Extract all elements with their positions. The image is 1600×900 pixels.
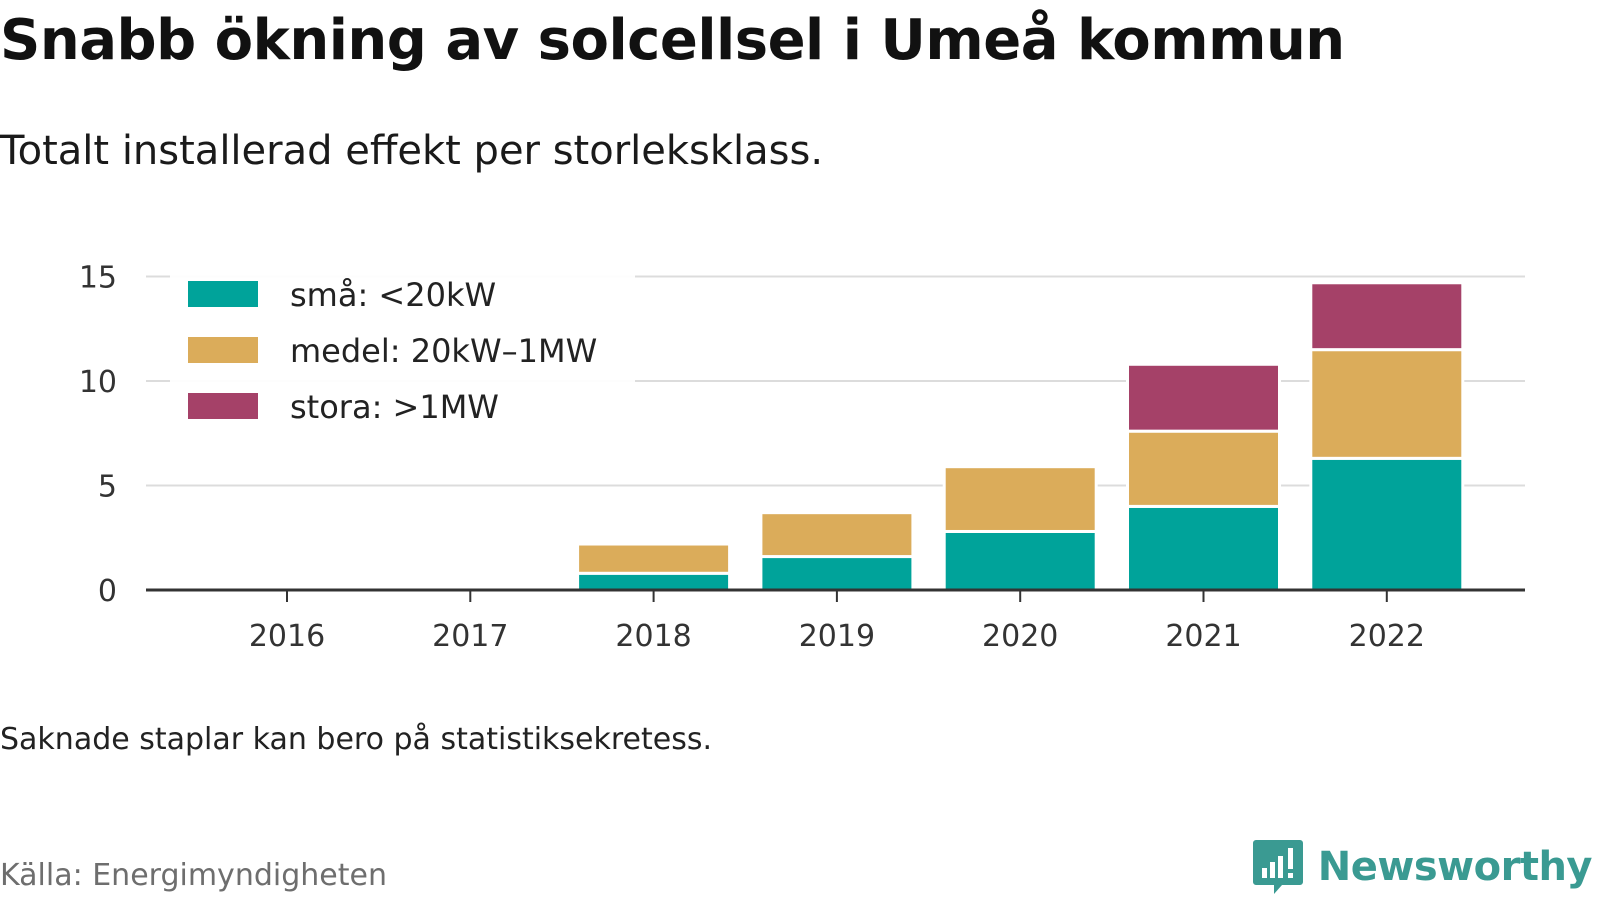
x-tick-label: 2017 — [432, 619, 508, 654]
x-tick-label: 2022 — [1349, 619, 1425, 654]
bar-segment — [576, 542, 732, 575]
bar-segment — [1126, 362, 1281, 433]
y-tick-label: 15 — [79, 261, 117, 296]
bar-segment — [576, 571, 732, 592]
x-tick-label: 2018 — [615, 619, 691, 654]
brand-name: Newsworthy — [1317, 844, 1593, 890]
brand-logo[interactable]: Newsworthy — [1252, 838, 1593, 896]
x-tick-label: 2016 — [249, 619, 325, 654]
x-tick-label: 2020 — [982, 619, 1058, 654]
bar-segment — [1126, 429, 1281, 508]
bar-segment — [942, 465, 1098, 533]
legend-label: små: <20kW — [290, 276, 496, 314]
bar-segment — [942, 529, 1098, 592]
legend-swatch — [188, 393, 258, 419]
page-subtitle: Totalt installerad effekt per storlekskl… — [0, 128, 824, 174]
y-tick-label: 5 — [98, 470, 117, 505]
newsworthy-logo-icon — [1252, 840, 1303, 894]
bar-segment — [1309, 281, 1465, 352]
legend-label: stora: >1MW — [290, 388, 499, 426]
chart-note: Saknade staplar kan bero på statistiksek… — [0, 722, 713, 757]
page-title: Snabb ökning av solcellsel i Umeå kommun — [0, 8, 1345, 73]
source-label: Källa: Energimyndigheten — [0, 858, 387, 893]
bar-segment — [759, 511, 915, 559]
legend-label: medel: 20kW–1MW — [290, 332, 597, 370]
bar-segment — [759, 555, 915, 592]
bar-segment — [1309, 456, 1465, 592]
x-tick-label: 2019 — [799, 619, 875, 654]
legend-swatch — [188, 337, 258, 363]
legend-swatch — [188, 281, 258, 307]
stacked-bar-chart: 0 5 10 15 2016 2017 2018 2019 2020 2021 2022 små: … — [79, 261, 1525, 654]
y-tick-label: 0 — [98, 574, 117, 609]
x-tick-label: 2021 — [1165, 619, 1241, 654]
bar-segment — [1126, 504, 1281, 592]
y-tick-label: 10 — [79, 365, 117, 400]
bar-segment — [1309, 348, 1465, 460]
